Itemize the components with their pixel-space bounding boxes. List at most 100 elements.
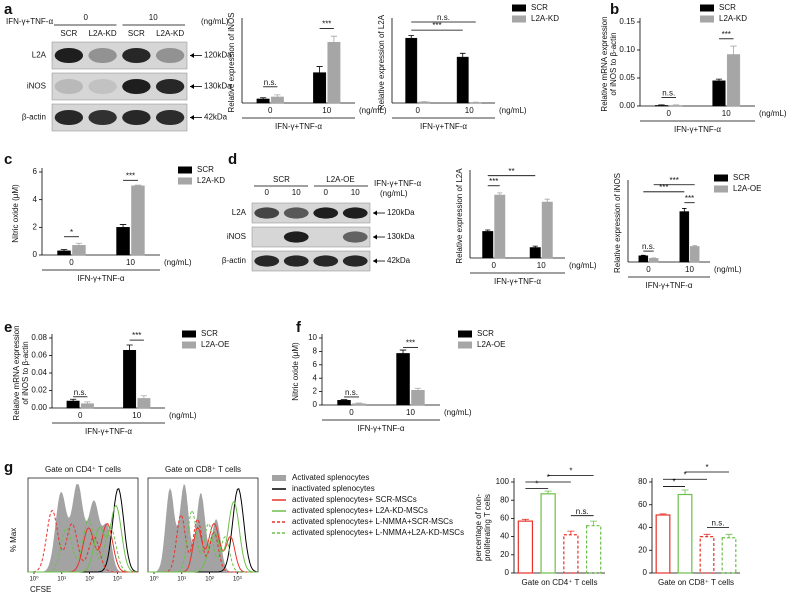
- x-tick-label: 10: [722, 109, 731, 118]
- error-bar: [692, 244, 697, 247]
- flow-title: Gate on CD4⁺ T cells: [45, 465, 121, 474]
- panel-label: d: [228, 151, 237, 168]
- error-bar: [497, 192, 503, 195]
- x-tick-label: 10: [406, 408, 415, 417]
- legend-swatch: [458, 330, 472, 338]
- error-bar: [715, 78, 723, 81]
- blot-band: [313, 207, 339, 219]
- error-bar: [459, 52, 466, 58]
- y-tick-label: 0: [643, 568, 648, 577]
- unit-label: (ng/mL): [359, 106, 387, 115]
- dose-label: 10: [149, 13, 158, 22]
- y-tick-label: 40: [500, 532, 509, 541]
- blot-row-label: L2A: [232, 208, 247, 217]
- legend-swatch: [458, 341, 472, 349]
- legend-label: SCR: [201, 329, 218, 338]
- y-tick-label: 6: [33, 167, 38, 176]
- legend-swatch: [714, 174, 728, 182]
- legend-label: L2A-OE: [477, 340, 505, 349]
- blot-strip: [251, 226, 371, 248]
- y-tick-label: 0.10: [619, 45, 635, 54]
- legend-swatch: [178, 166, 192, 174]
- legend-swatch: [272, 475, 286, 481]
- unit-label: (ng/mL): [714, 265, 742, 274]
- y-tick-label: 20: [500, 550, 509, 559]
- legend-label: Activated splenocytes: [292, 473, 369, 482]
- bar: [482, 231, 494, 259]
- arrow-head: [190, 84, 194, 89]
- y-tick-label: 0: [33, 250, 38, 259]
- y-axis-label: percentage of non-: [474, 494, 483, 561]
- x-tick-label: 10: [322, 106, 331, 115]
- x-tick-label: 0: [667, 109, 672, 118]
- blot-band: [342, 231, 368, 243]
- error-bar: [672, 104, 680, 106]
- y-tick-label: 10: [308, 333, 317, 342]
- significance-label: *: [569, 467, 572, 476]
- bar: [418, 101, 431, 104]
- significance-label: n.s.: [437, 13, 450, 22]
- significance-label: n.s.: [345, 388, 358, 397]
- error-bar: [414, 387, 422, 391]
- bar: [563, 534, 579, 574]
- arrow-head: [373, 234, 377, 240]
- bar: [677, 493, 693, 574]
- blot-band: [54, 47, 84, 64]
- dose-label: 10: [292, 188, 301, 197]
- flow-title: Gate on CD8⁺ T cells: [165, 465, 241, 474]
- error-bar: [725, 533, 733, 538]
- y-tick-label: 4: [33, 195, 38, 204]
- legend-label: SCR: [477, 329, 494, 338]
- treatment-label: IFN-γ+TNF-α: [374, 179, 421, 188]
- blot-size-label: 120kDa: [387, 208, 415, 217]
- significance-label: *: [705, 463, 708, 472]
- y-tick-label: 0.08: [31, 333, 47, 342]
- unit-label: (ng/mL): [380, 189, 408, 198]
- legend-label: SCR: [197, 165, 214, 174]
- bar: [80, 403, 94, 409]
- bar: [655, 514, 671, 574]
- y-tick-label: 0.00: [619, 101, 635, 110]
- bar: [585, 525, 602, 574]
- y-tick-label: 0.02: [31, 386, 47, 395]
- legend-swatch: [714, 185, 728, 193]
- legend-swatch: [178, 177, 192, 185]
- legend-label: inactivated splenocytes: [292, 484, 375, 493]
- legend-label: activated splenocytes+ SCR-MSCs: [292, 495, 417, 504]
- panel-label: b: [610, 1, 619, 18]
- flow-tick-label: 10¹: [57, 577, 66, 583]
- blot-band: [122, 47, 151, 64]
- y-tick-label: 8: [313, 347, 318, 356]
- bar: [405, 37, 418, 104]
- y-axis-label: Nitric oxide (μM): [11, 184, 20, 243]
- arrow-head: [373, 258, 377, 264]
- legend-swatch: [512, 15, 526, 23]
- panel-label: e: [4, 319, 12, 336]
- x-tick-label: 10: [465, 106, 474, 115]
- legend-label: L2A-OE: [201, 340, 229, 349]
- y-tick-label: 0.00: [31, 403, 47, 412]
- significance-label: n.s.: [576, 507, 589, 516]
- significance-label: n.s.: [74, 388, 87, 397]
- bar: [669, 105, 683, 107]
- blot-band: [88, 109, 117, 126]
- x-tick-label: 0: [69, 258, 74, 267]
- blot-band: [283, 231, 309, 243]
- significance-label: ***: [322, 20, 331, 29]
- significance-label: *: [672, 478, 675, 487]
- significance-label: *: [683, 470, 686, 479]
- y-tick-label: 60: [500, 514, 509, 523]
- bar: [337, 400, 351, 406]
- error-bar: [340, 399, 348, 401]
- blot-band: [313, 255, 339, 267]
- legend-label: L2A-OE: [733, 184, 761, 193]
- y-axis-label: Relative expression of iNOS: [613, 173, 622, 273]
- group-label: SCR: [273, 175, 290, 184]
- blot-size-label: 42kDa: [204, 113, 228, 122]
- bar: [116, 227, 130, 256]
- arrow-head: [190, 115, 194, 120]
- error-bar: [485, 229, 491, 232]
- bar: [57, 250, 71, 256]
- significance-label: n.s.: [712, 519, 725, 528]
